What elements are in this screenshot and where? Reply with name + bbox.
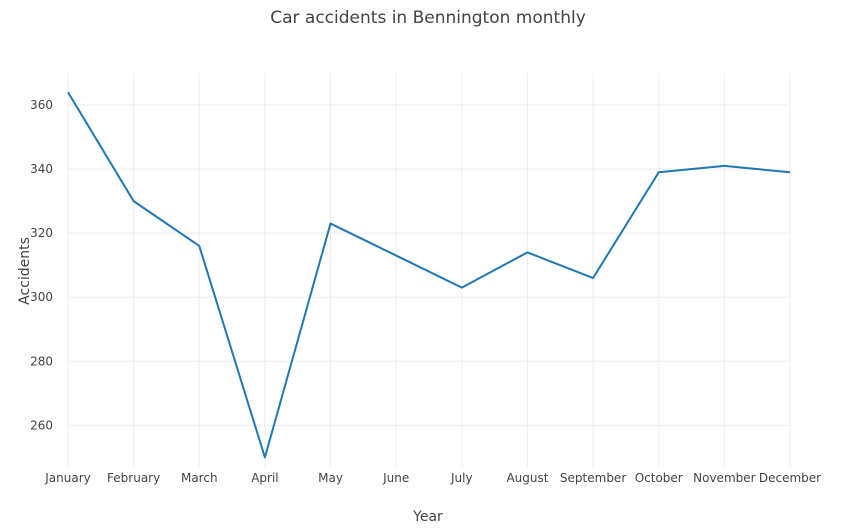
x-tick-label-september: September <box>560 471 626 485</box>
y-tick-label-280: 280 <box>30 354 53 368</box>
series-line-0 <box>67 91 791 459</box>
x-tick-label-july: July <box>450 471 473 485</box>
x-gridlines <box>67 73 791 467</box>
x-tick-label-december: December <box>759 471 821 485</box>
y-tick-labels: 260 280 300 320 340 360 <box>30 98 53 432</box>
y-tick-label-300: 300 <box>30 290 53 304</box>
x-tick-label-january: January <box>44 471 91 485</box>
x-tick-label-november: November <box>693 471 755 485</box>
x-tick-label-october: October <box>635 471 683 485</box>
chart-title: Car accidents in Bennington monthly <box>270 8 586 28</box>
x-tick-label-march: March <box>181 471 218 485</box>
x-tick-label-april: April <box>251 471 278 485</box>
y-gridlines <box>68 104 790 426</box>
x-tick-label-may: May <box>318 471 343 485</box>
x-axis-title: Year <box>412 509 443 525</box>
y-tick-label-340: 340 <box>30 162 53 176</box>
x-tick-labels: January February March April May June July Augu… <box>44 471 821 485</box>
y-tick-label-260: 260 <box>30 418 53 432</box>
x-tick-label-february: February <box>107 471 160 485</box>
x-tick-label-june: June <box>382 471 409 485</box>
series-layer <box>67 91 791 459</box>
x-tick-label-august: August <box>506 471 548 485</box>
y-axis-title: Accidents <box>17 237 33 305</box>
y-tick-label-360: 360 <box>30 98 53 112</box>
y-tick-label-320: 320 <box>30 226 53 240</box>
